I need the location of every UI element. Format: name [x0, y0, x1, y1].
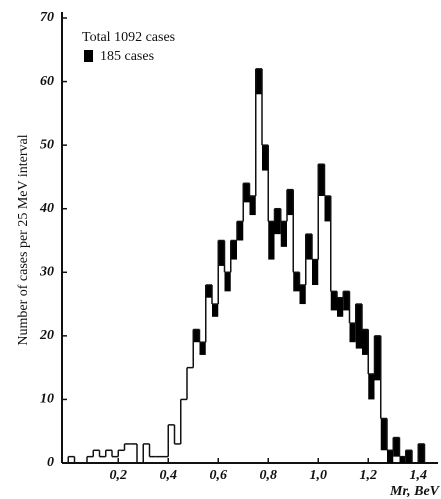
- subset-bar: [405, 450, 412, 463]
- subset-bar: [199, 342, 206, 355]
- legend-swatch: [84, 50, 93, 62]
- subset-bar: [393, 437, 400, 457]
- y-tick-label: 30: [39, 265, 54, 280]
- y-tick-label: 70: [40, 10, 54, 25]
- subset-bar: [349, 323, 356, 343]
- subset-bar: [387, 450, 394, 463]
- subset-bar: [305, 234, 312, 260]
- subset-bar: [380, 418, 387, 451]
- x-tick-label: 1,0: [310, 468, 328, 483]
- y-tick-label: 50: [40, 137, 54, 152]
- subset-bar: [293, 272, 300, 292]
- subset-bar: [418, 443, 425, 463]
- x-tick-label: 1,4: [410, 468, 428, 483]
- subset-bar: [287, 189, 294, 216]
- y-axis-label: Number of cases per 25 MeV interval: [16, 134, 31, 345]
- subset-bar: [205, 285, 212, 298]
- subset-bar: [399, 456, 406, 463]
- x-tick-label: 0,2: [110, 468, 128, 483]
- x-tick-label: 1,2: [360, 468, 378, 483]
- subset-bar: [255, 68, 262, 95]
- subset-bar: [274, 208, 281, 235]
- x-axis-label: Mr, BeV: [389, 484, 441, 499]
- subset-bar: [224, 272, 231, 292]
- subset-bar: [374, 335, 381, 381]
- subset-bar: [268, 221, 275, 260]
- subset-bar: [218, 240, 225, 266]
- subset-bar: [249, 196, 256, 216]
- subset-bar: [318, 164, 325, 196]
- subset-bar: [368, 374, 375, 400]
- subset-bar: [362, 329, 369, 355]
- subset-bar: [237, 221, 244, 241]
- subset-bar: [280, 221, 287, 247]
- y-tick-label: 0: [47, 455, 54, 470]
- legend-label: 185 cases: [100, 49, 154, 64]
- subset-bar: [330, 291, 337, 311]
- x-tick-label: 0,4: [160, 468, 178, 483]
- y-tick-label: 40: [39, 201, 54, 216]
- subset-bar: [262, 145, 269, 171]
- subset-bar: [343, 291, 350, 311]
- y-tick-label: 10: [40, 392, 54, 407]
- y-tick-label: 20: [39, 328, 54, 343]
- subset-bar: [212, 304, 219, 317]
- y-tick-label: 60: [40, 74, 54, 89]
- subset-bar: [193, 329, 200, 343]
- x-tick-label: 0,8: [260, 468, 278, 483]
- subset-bar: [324, 196, 331, 222]
- x-tick-label: 0,6: [210, 468, 228, 483]
- subset-bar: [337, 297, 344, 317]
- subset-bar: [299, 285, 306, 305]
- subset-bar: [355, 304, 362, 349]
- subset-bar: [243, 183, 250, 203]
- legend-label: Total 1092 cases: [82, 30, 175, 45]
- subset-bar: [230, 240, 237, 260]
- subset-bar: [312, 259, 319, 285]
